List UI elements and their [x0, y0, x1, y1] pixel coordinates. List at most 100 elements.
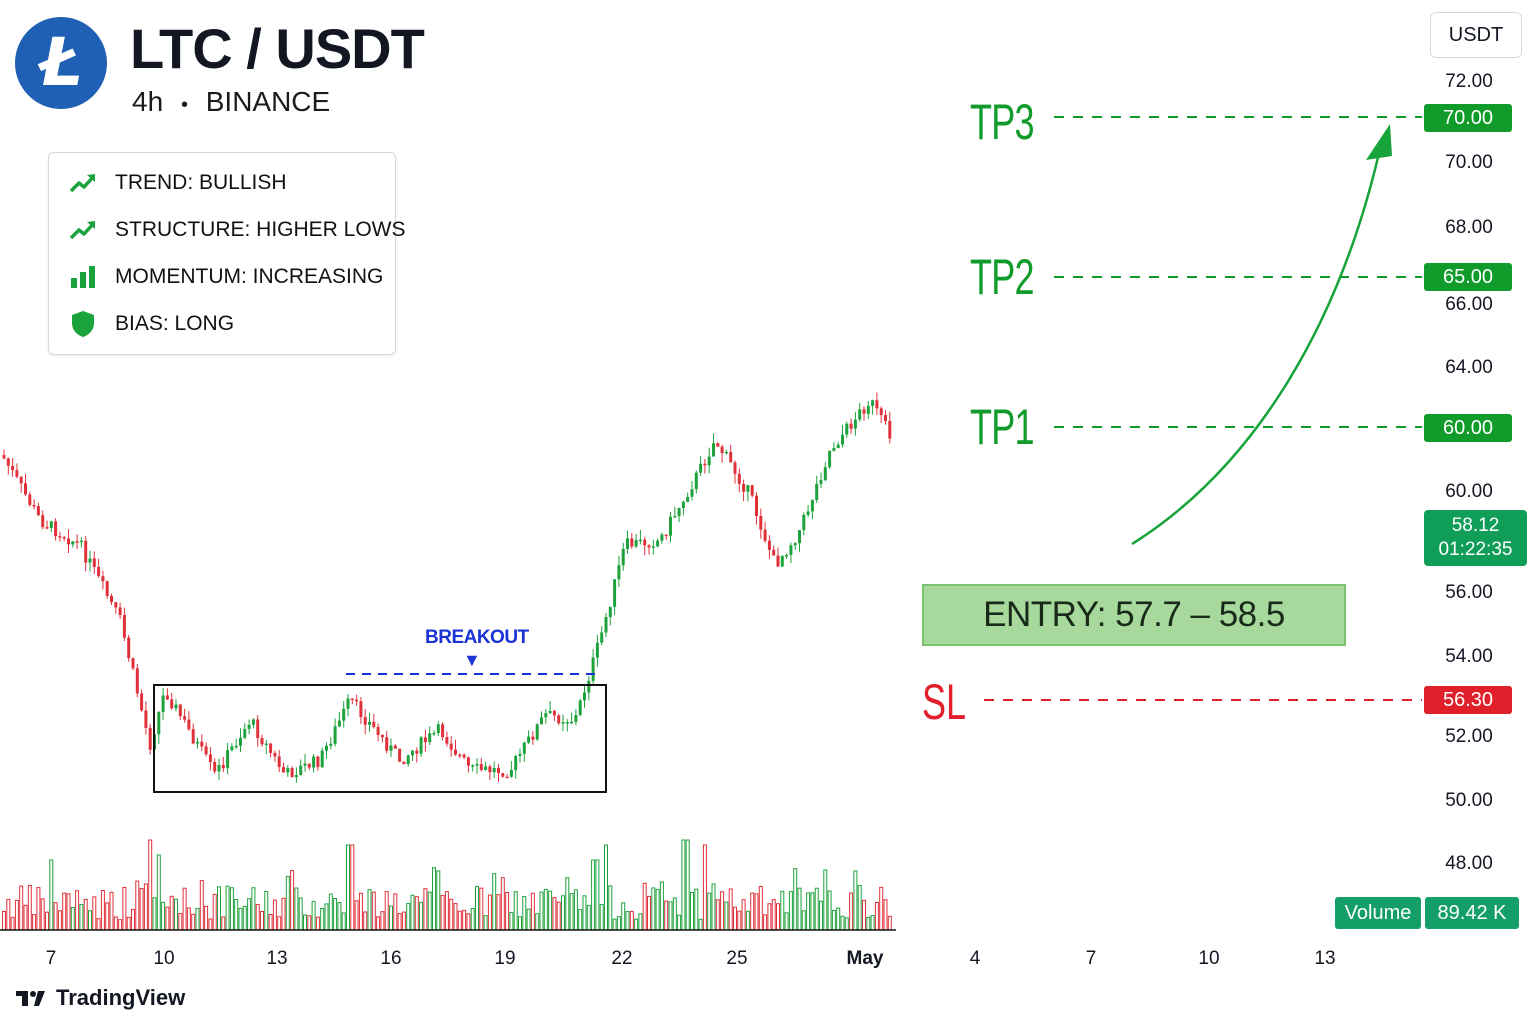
candle-body [540, 717, 543, 725]
candle-body [570, 721, 574, 724]
candle-body [488, 766, 492, 773]
candle-body [376, 726, 380, 735]
bar-chart-icon [67, 262, 99, 292]
volume-bar [272, 899, 277, 931]
date-tick: 13 [1314, 948, 1336, 969]
volume-bar [294, 887, 299, 931]
candle-body [208, 754, 212, 762]
candle-body [565, 721, 569, 724]
candle-body [707, 456, 711, 466]
candle-body [595, 642, 599, 658]
volume-bar [737, 910, 742, 931]
candle-body [359, 701, 363, 718]
candle-body [737, 473, 741, 484]
info-trend-text: TREND: BULLISH [115, 171, 287, 194]
candle-body [226, 750, 230, 769]
volume-bar [66, 893, 71, 931]
volume-bar [195, 907, 200, 931]
candle-body [492, 767, 496, 773]
volume-bar [457, 910, 462, 931]
candle-body [445, 737, 449, 744]
volume-bar [315, 916, 320, 931]
volume-bar [728, 888, 733, 931]
entry-zone: ENTRY: 57.7 – 58.5 [922, 584, 1346, 646]
tp2-price-label: 65.00 [1424, 263, 1512, 291]
candle-body [402, 761, 406, 765]
volume-bar [629, 910, 634, 931]
volume-bar [509, 912, 514, 931]
volume-bar [801, 910, 806, 931]
candle-body [363, 717, 367, 725]
candle-body [264, 743, 268, 746]
candle-body [841, 434, 844, 445]
candle-body [724, 451, 728, 454]
volume-bar [715, 899, 720, 931]
date-tick: 7 [45, 948, 57, 969]
volume-bar [320, 908, 325, 931]
date-tick: 19 [494, 948, 516, 969]
info-structure-text: STRUCTURE: HIGHER LOWS [115, 218, 406, 241]
volume-bar [303, 914, 307, 931]
volume-bar [853, 870, 858, 931]
volume-bar [79, 904, 84, 931]
candle-body [196, 741, 199, 744]
candles [2, 392, 892, 783]
candle-body [858, 409, 862, 420]
volume-bar [19, 885, 24, 931]
tp2-label: TP2 [970, 249, 1035, 305]
candle-body [471, 765, 475, 767]
info-row-trend: TREND: BULLISH [67, 163, 287, 203]
volume-bar [642, 882, 647, 931]
candle-body [479, 764, 483, 771]
volume-bar [204, 905, 209, 931]
currency-button[interactable]: USDT [1430, 12, 1522, 58]
volume-bar [346, 844, 350, 931]
candle-body [772, 549, 776, 556]
volume-bar [595, 859, 600, 931]
volume-bar [105, 902, 110, 931]
candle-body [32, 504, 36, 507]
volume-bar [156, 854, 161, 931]
date-tick: 16 [380, 948, 402, 969]
candle-body [307, 763, 311, 768]
volume-bar [763, 914, 768, 931]
volume-bar [776, 903, 780, 931]
volume-bar [423, 888, 428, 931]
volume-bar [827, 890, 832, 931]
candle-body [767, 540, 771, 550]
tp1-label: TP1 [970, 399, 1035, 455]
volume-bar [444, 891, 449, 931]
volume-bar [707, 892, 712, 931]
volume-bar [677, 914, 682, 931]
tradingview-branding[interactable]: TradingView [16, 985, 185, 1011]
volume-bar [767, 903, 772, 931]
candle-body [557, 715, 561, 724]
volume-bar [479, 887, 484, 931]
candle-body [41, 515, 45, 528]
candle-body [600, 632, 604, 643]
volume-bar [870, 914, 875, 931]
candle-body [548, 710, 552, 714]
volume-bar [281, 897, 286, 931]
current-price-value: 58.12 [1451, 515, 1500, 536]
volume-bar [152, 897, 157, 931]
tp1-price-label: 60.00 [1424, 414, 1512, 442]
candle-body [712, 443, 715, 457]
volume-bar [100, 889, 105, 931]
volume-bar [741, 899, 746, 931]
volume-bars [0, 839, 896, 931]
candle-body [583, 692, 586, 701]
info-row-bias: BIAS: LONG [67, 304, 234, 344]
volume-bar [268, 914, 273, 931]
volume-bar [621, 902, 626, 931]
volume-bar [427, 891, 432, 931]
bar-countdown: 01:22:35 [1438, 539, 1513, 560]
candle-body [415, 750, 419, 754]
volume-bar [328, 893, 333, 931]
candle-body [385, 737, 389, 751]
candle-body [122, 614, 126, 638]
candle-body [393, 745, 397, 749]
candle-body [312, 756, 316, 768]
volume-bar [487, 894, 492, 931]
